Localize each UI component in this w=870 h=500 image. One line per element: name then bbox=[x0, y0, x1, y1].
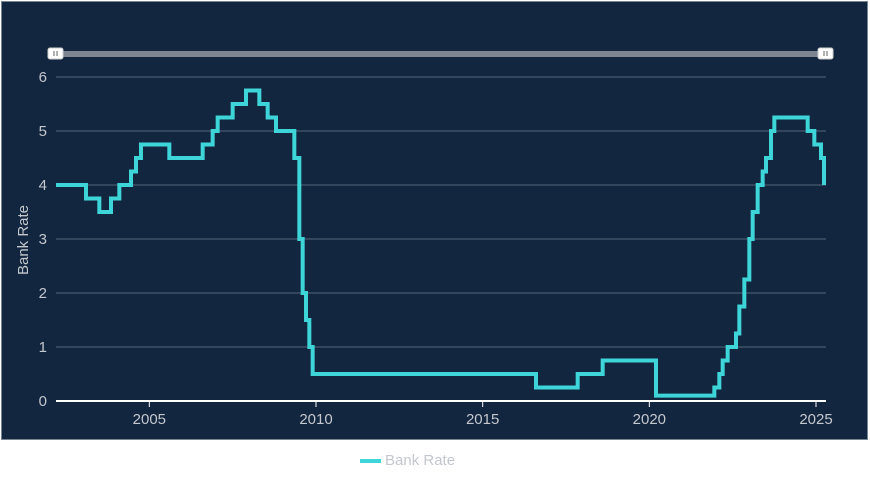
gridlines bbox=[56, 76, 826, 348]
x-tick-label: 2010 bbox=[299, 411, 332, 428]
y-tick-label: 4 bbox=[39, 177, 47, 194]
x-tick-label: 2020 bbox=[633, 411, 666, 428]
navigator-left-handle[interactable] bbox=[47, 47, 64, 60]
x-axis-ticks: 2005 2010 2015 2020 2025 bbox=[133, 401, 833, 428]
y-tick-label: 6 bbox=[39, 69, 47, 86]
y-tick-label: 5 bbox=[39, 123, 47, 140]
legend-line-icon bbox=[360, 458, 381, 463]
y-tick-label: 0 bbox=[39, 393, 47, 410]
y-axis-label: Bank Rate bbox=[15, 205, 32, 275]
y-tick-label: 1 bbox=[39, 339, 47, 356]
y-tick-label: 2 bbox=[39, 285, 47, 302]
navigator-right-handle[interactable] bbox=[817, 47, 834, 60]
legend-item-bank-rate[interactable]: Bank Rate bbox=[360, 452, 455, 469]
x-tick-label: 2005 bbox=[133, 411, 166, 428]
bank-rate-chart: 0 1 2 3 4 5 6 2005 2010 2015 2020 2025 Bank Rate bbox=[15, 47, 834, 428]
bank-rate-line[interactable] bbox=[56, 88, 826, 398]
navigator-track[interactable] bbox=[56, 51, 826, 57]
legend-label: Bank Rate bbox=[385, 452, 456, 469]
x-tick-label: 2015 bbox=[466, 411, 499, 428]
y-tick-label: 3 bbox=[39, 231, 47, 248]
x-tick-label: 2025 bbox=[799, 411, 832, 428]
y-axis-ticks: 0 1 2 3 4 5 6 bbox=[39, 69, 47, 410]
